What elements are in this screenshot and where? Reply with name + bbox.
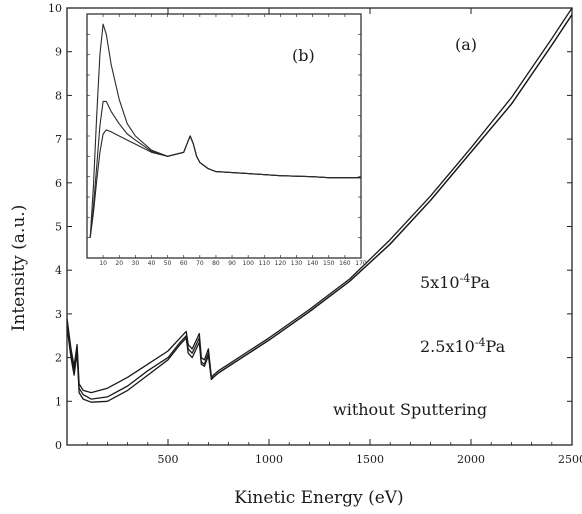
inset-x-tick-label: 130 [291,260,303,267]
x-tick-label: 1500 [356,453,384,466]
x-axis-title: Kinetic Energy (eV) [234,488,403,508]
y-tick-label: 10 [48,2,62,15]
inset-x-tick-label: 170 [355,260,367,267]
inset-x-tick-label: 140 [307,260,319,267]
inset-x-tick-label: 20 [115,260,123,267]
inset-series-line-3 [89,129,361,238]
inset-x-tick-label: 160 [339,260,351,267]
panel-label-b: (b) [292,46,315,65]
inset-frame [86,13,362,259]
y-tick-label: 5 [55,221,62,234]
y-tick-label: 1 [55,395,62,408]
y-tick-label: 8 [55,89,62,102]
x-tick-label: 1000 [255,453,283,466]
main-ticks: 0 1 2 3 4 5 6 7 8 9 10 500 1000 1500 2000 2500 [48,2,582,466]
inset-series [89,23,361,238]
inset-x-tick-label: 40 [148,260,156,267]
y-tick-label: 0 [55,439,62,452]
inset-x-tick-label: 60 [180,260,188,267]
inset-x-tick-label: 100 [242,260,254,267]
annotation-without-sputtering: without Sputtering [333,400,487,419]
annotation-5e-4pa: 5x10-4Pa [420,272,490,292]
x-tick-label: 2500 [558,453,582,466]
panel-label-a: (a) [455,35,477,54]
main-series-line-3 [66,14,573,403]
y-tick-label: 3 [55,308,62,321]
y-tick-label: 6 [55,177,62,190]
inset-x-tick-label: 80 [212,260,220,267]
y-tick-label: 4 [55,264,62,277]
inset-x-tick-label: 30 [132,260,140,267]
x-tick-label: 2000 [457,453,485,466]
inset-x-tick-label: 90 [228,260,236,267]
inset-x-tick-label: 50 [164,260,172,267]
inset-x-tick-label: 120 [275,260,287,267]
y-tick-label: 2 [55,352,62,365]
annotation-2-5e-4pa: 2.5x10-4Pa [420,336,506,356]
y-axis-title: Intensity (a.u.) [9,205,29,332]
inset-x-tick-label: 110 [259,260,271,267]
y-tick-label: 7 [55,133,62,146]
inset-x-tick-label: 70 [196,260,204,267]
inset-ticks: 10 20 30 40 50 60 70 80 90 100 110 120 130 140 150 160 1… [87,13,367,267]
main-series [66,7,573,403]
y-tick-label: 9 [55,46,62,59]
x-tick-label: 500 [158,453,179,466]
inset-x-tick-label: 10 [99,260,107,267]
inset-x-tick-label: 150 [323,260,335,267]
